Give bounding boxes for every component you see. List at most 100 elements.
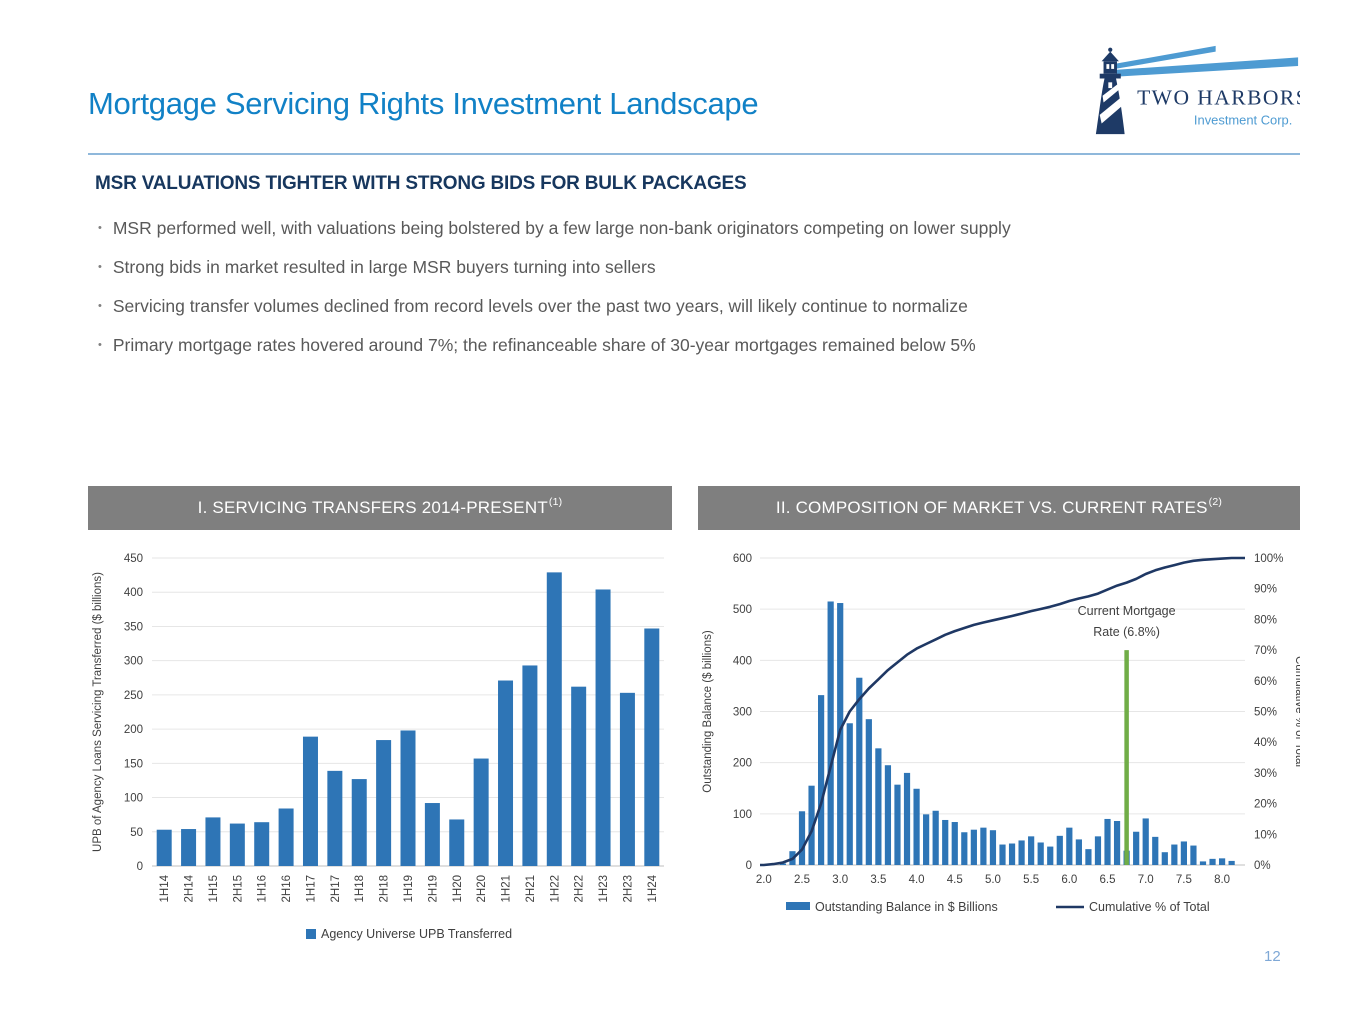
page-title: Mortgage Servicing Rights Investment Lan…: [88, 86, 759, 121]
x-tick-label: 1H14: [159, 874, 171, 902]
x-tick-label: 6.0: [1061, 874, 1077, 886]
x-tick-label: 2H15: [232, 875, 244, 903]
x-tick-label: 1H22: [549, 875, 561, 903]
svg-text:150: 150: [124, 758, 143, 770]
bar-1H22: [546, 572, 562, 866]
logo-graphic: TWO HARBORS Investment Corp.: [1095, 45, 1308, 135]
svg-text:200: 200: [733, 758, 752, 770]
svg-text:300: 300: [733, 707, 752, 719]
svg-text:10%: 10%: [1254, 829, 1277, 841]
x-tick-label: 2H20: [476, 875, 488, 903]
bar-1H19: [400, 730, 416, 866]
panel-title: II. COMPOSITION OF MARKET VS. CURRENT RA…: [775, 498, 1208, 517]
x-tick-label: 7.0: [1138, 874, 1154, 886]
x-tick-label: 1H17: [305, 875, 317, 903]
bullet-list: • MSR performed well, with valuations be…: [98, 216, 1278, 372]
x-tick-label: 1H16: [257, 875, 269, 903]
bar-1H20: [449, 819, 465, 866]
footnote-marker: (2): [1208, 496, 1223, 508]
svg-text:30%: 30%: [1254, 768, 1277, 780]
svg-text:100%: 100%: [1254, 553, 1283, 565]
x-tick-label: 1H23: [598, 875, 610, 903]
panel-header-composition: II. COMPOSITION OF MARKET VS. CURRENT RA…: [698, 486, 1300, 530]
bar-2H14: [181, 829, 197, 866]
bullet-dot-icon: •: [98, 261, 102, 273]
x-tick-label: 2H18: [379, 875, 391, 903]
bullet-text: Servicing transfer volumes declined from…: [112, 296, 968, 316]
right-axis-title: Cumulative % of Total: [1293, 656, 1300, 767]
svg-text:450: 450: [124, 553, 143, 565]
svg-text:50%: 50%: [1254, 707, 1277, 719]
bar-2H22: [571, 686, 587, 866]
svg-text:500: 500: [733, 604, 752, 616]
panel-servicing-transfers: I. SERVICING TRANSFERS 2014-PRESENT (1) 0…: [88, 486, 672, 960]
bullet-dot-icon: •: [98, 222, 102, 234]
svg-text:100: 100: [124, 793, 143, 805]
svg-text:400: 400: [124, 587, 143, 599]
current-rate-label-line1: Current Mortgage: [1078, 604, 1176, 618]
bar-2H18: [376, 740, 392, 866]
x-tick-label: 1H15: [208, 875, 220, 903]
x-tick-label: 4.0: [909, 874, 925, 886]
bar-1H17: [302, 736, 318, 866]
svg-text:0: 0: [746, 860, 752, 872]
bar-2H17: [327, 770, 343, 866]
composition-plot: 0 100 200 300 400 500 600 0% 10% 20% 30% 40% 50% 60% 7…: [702, 553, 1300, 914]
svg-text:0%: 0%: [1254, 860, 1271, 872]
bar-1H21: [498, 680, 514, 866]
bullet-item-3: • Servicing transfer volumes declined fr…: [98, 294, 1278, 319]
bar-1H14: [156, 829, 172, 866]
logo-subtitle: Investment Corp.: [1194, 112, 1292, 127]
panel-header-servicing-transfers: I. SERVICING TRANSFERS 2014-PRESENT (1): [88, 486, 672, 530]
logo-name: TWO HARBORS: [1137, 85, 1300, 109]
bars: [156, 572, 660, 866]
bar-1H24: [644, 628, 660, 866]
svg-text:0: 0: [137, 861, 143, 873]
svg-text:300: 300: [124, 656, 143, 668]
svg-text:100: 100: [733, 809, 752, 821]
x-tick-label: 1H21: [501, 875, 513, 903]
grid: 0 100 200 300 400 500 600 0% 10% 20% 30% 40% 50% 60% 7…: [733, 553, 1284, 872]
legend-label-bars: Outstanding Balance in $ Billions: [815, 900, 998, 914]
y-axis-title: UPB of Agency Loans Servicing Transferre…: [92, 572, 104, 852]
x-tick-label: 2H19: [427, 875, 439, 903]
x-tick-label: 2H14: [184, 874, 196, 902]
x-tick-label: 1H24: [647, 874, 659, 902]
panel-title: I. SERVICING TRANSFERS 2014-PRESENT: [197, 498, 548, 517]
svg-text:90%: 90%: [1254, 584, 1277, 596]
left-axis-title: Outstanding Balance ($ billions): [702, 630, 714, 793]
x-tick-label: 1H19: [403, 875, 415, 903]
legend-swatch-bar: [786, 902, 810, 910]
svg-text:250: 250: [124, 690, 143, 702]
page-number: 12: [1264, 948, 1281, 965]
bullet-item-2: • Strong bids in market resulted in larg…: [98, 255, 1278, 280]
x-tick-label: 2H22: [574, 875, 586, 903]
x-tick-label: 3.0: [832, 874, 848, 886]
bullet-item-4: • Primary mortgage rates hovered around …: [98, 333, 1278, 358]
x-tick-label: 2H23: [622, 875, 634, 903]
footnote-marker: (1): [548, 496, 563, 508]
x-tick-label: 3.5: [870, 874, 886, 886]
bullet-item-1: • MSR performed well, with valuations be…: [98, 216, 1278, 241]
legend-label-line: Cumulative % of Total: [1089, 900, 1210, 914]
x-tick-label: 4.5: [947, 874, 963, 886]
svg-text:50: 50: [130, 827, 143, 839]
bullet-text: Primary mortgage rates hovered around 7%…: [112, 335, 976, 355]
bar-2H20: [473, 758, 489, 866]
cumulative-line: [760, 556, 1245, 867]
legend-swatch-bar: [306, 929, 316, 939]
svg-text:200: 200: [124, 724, 143, 736]
bullet-dot-icon: •: [98, 339, 102, 351]
x-tick-label: 5.0: [985, 874, 1001, 886]
svg-text:60%: 60%: [1254, 676, 1277, 688]
x-tick-label: 2.5: [794, 874, 810, 886]
x-tick-label: 2.0: [756, 874, 772, 886]
legend-label: Agency Universe UPB Transferred: [321, 927, 512, 941]
x-tick-label: 6.5: [1100, 874, 1116, 886]
panel-composition: II. COMPOSITION OF MARKET VS. CURRENT RA…: [698, 486, 1300, 960]
svg-text:40%: 40%: [1254, 737, 1277, 749]
bar-1H18: [351, 779, 367, 866]
svg-text:70%: 70%: [1254, 645, 1277, 657]
x-tick-label: 7.5: [1176, 874, 1192, 886]
x-tick-label: 8.0: [1214, 874, 1230, 886]
